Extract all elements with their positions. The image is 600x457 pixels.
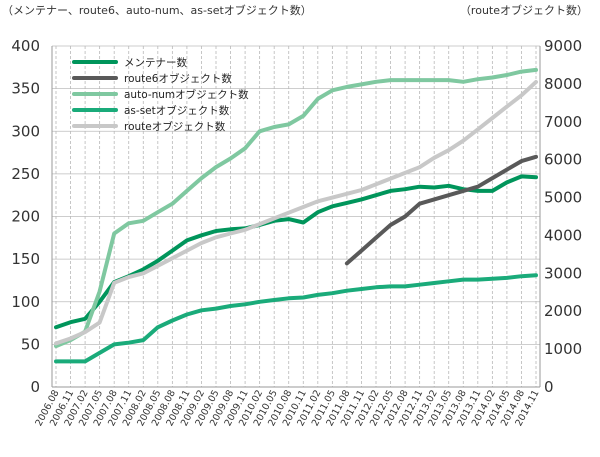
right-tick-label: 5000 bbox=[544, 189, 582, 207]
series-line-5 bbox=[54, 80, 538, 346]
right-tick-label: 4000 bbox=[544, 226, 582, 244]
right-tick-label: 9000 bbox=[544, 37, 582, 55]
right-tick-label: 7000 bbox=[544, 113, 582, 131]
grid bbox=[52, 45, 540, 388]
legend-label: routeオブジェクト数 bbox=[124, 120, 226, 133]
left-tick-label: 400 bbox=[11, 37, 40, 55]
legend: メンテナー数 route6オブジェクト数 auto-numオブジェクト数 as-set… bbox=[72, 56, 249, 133]
left-tick-label: 150 bbox=[11, 250, 40, 268]
legend-label: auto-numオブジェクト数 bbox=[124, 88, 249, 101]
left-tick-label: 200 bbox=[11, 208, 40, 226]
left-tick-label: 50 bbox=[21, 335, 40, 353]
right-tick-label: 3000 bbox=[544, 264, 582, 282]
series-line-4 bbox=[54, 273, 538, 364]
right-tick-label: 8000 bbox=[544, 75, 582, 93]
axes: （メンテナー、route6、auto-num、as-setオブジェクト数） （r… bbox=[2, 3, 588, 428]
right-tick-label: 6000 bbox=[544, 151, 582, 169]
left-tick-label: 250 bbox=[11, 165, 40, 183]
series-line-2 bbox=[344, 154, 538, 266]
right-tick-label: 0 bbox=[544, 378, 554, 396]
legend-label: メンテナー数 bbox=[124, 56, 187, 69]
left-tick-label: 0 bbox=[30, 378, 40, 396]
left-tick-label: 350 bbox=[11, 80, 40, 98]
series-line-1 bbox=[54, 174, 538, 330]
series-lines bbox=[54, 67, 538, 364]
left-tick-label: 300 bbox=[11, 122, 40, 140]
left-tick-label: 100 bbox=[11, 293, 40, 311]
legend-label: route6オブジェクト数 bbox=[124, 72, 232, 85]
right-axis-title: （routeオブジェクト数） bbox=[460, 3, 588, 17]
right-tick-label: 2000 bbox=[544, 302, 582, 320]
legend-label: as-setオブジェクト数 bbox=[124, 104, 230, 117]
left-axis-title: （メンテナー、route6、auto-num、as-setオブジェクト数） bbox=[2, 3, 312, 17]
series-line-3 bbox=[54, 67, 538, 349]
right-tick-label: 1000 bbox=[544, 340, 582, 358]
